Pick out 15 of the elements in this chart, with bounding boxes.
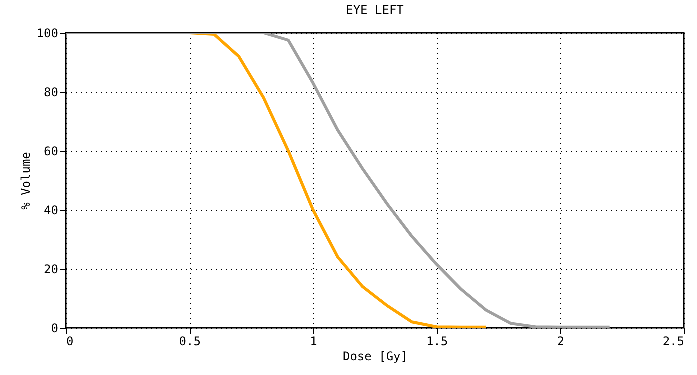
y-tick-label: 40: [44, 204, 58, 218]
x-tick-label: 2: [557, 334, 565, 348]
y-tick-label: 20: [44, 262, 58, 276]
x-tick-label: 2.5: [662, 334, 684, 348]
x-tick-label: 0: [66, 334, 74, 348]
x-axis-title: Dose [Gy]: [342, 350, 408, 364]
y-tick-label: 0: [51, 322, 58, 336]
y-tick-label: 80: [44, 86, 58, 100]
x-tick-label: 0.5: [179, 334, 201, 348]
x-tick-label: 1: [310, 334, 318, 348]
y-tick-label: 100: [36, 26, 58, 40]
x-tick-label: 1.5: [426, 334, 448, 348]
y-tick-label: 60: [44, 144, 58, 158]
y-axis-title: % Volume: [18, 152, 33, 210]
chart-title: EYE LEFT: [346, 3, 404, 17]
